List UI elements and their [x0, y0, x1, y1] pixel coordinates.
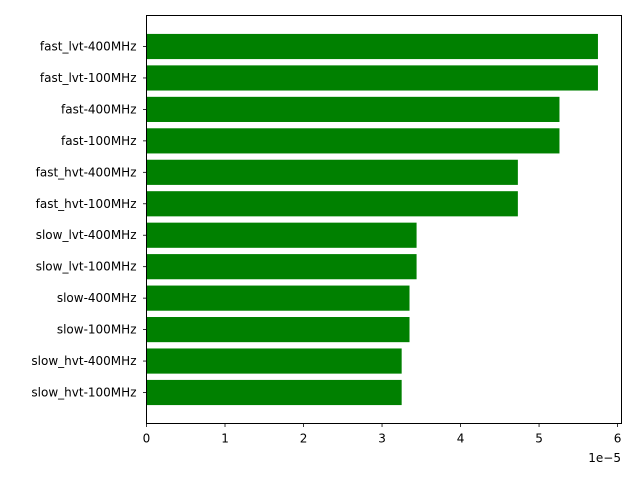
bar-slow_hvt-400MHz	[146, 348, 402, 374]
y-axis-ticks: fast_lvt-400MHz fast_lvt-100MHz fast-400MH…	[31, 40, 147, 400]
y-tick-label: slow_hvt-400MHz	[31, 354, 136, 368]
y-tick-label: fast_lvt-400MHz	[40, 40, 137, 54]
bar-fast_hvt-400MHz	[146, 159, 518, 185]
bar-fast-100MHz	[146, 128, 560, 154]
x-tick-label: 4	[457, 432, 465, 446]
y-tick-label: slow-100MHz	[57, 323, 137, 337]
bar-slow-100MHz	[146, 317, 410, 343]
y-tick-label: slow-400MHz	[57, 291, 137, 305]
x-axis-offset-label: 1e−5	[588, 451, 621, 465]
x-tick-label: 5	[535, 432, 543, 446]
y-tick-label: fast_lvt-100MHz	[40, 71, 137, 85]
bar-fast_hvt-100MHz	[146, 191, 518, 217]
bar-fast_lvt-100MHz	[146, 65, 598, 91]
y-tick-label: slow_lvt-100MHz	[36, 260, 137, 274]
x-tick-label: 2	[300, 432, 308, 446]
plot-frame	[146, 15, 622, 424]
bar-fast_lvt-400MHz	[146, 33, 598, 60]
bar-slow-400MHz	[146, 285, 410, 311]
x-tick-label: 1	[221, 432, 229, 446]
bars-group	[146, 33, 598, 406]
bar-slow_lvt-100MHz	[146, 254, 417, 280]
y-tick-label: fast_hvt-100MHz	[36, 197, 137, 211]
bar-slow_hvt-100MHz	[146, 379, 402, 406]
y-tick-label: fast_hvt-400MHz	[36, 165, 137, 179]
y-tick-label: fast-400MHz	[61, 102, 136, 116]
y-tick-label: slow_lvt-400MHz	[36, 228, 137, 242]
bar-fast-400MHz	[146, 96, 560, 122]
bar-slow_lvt-400MHz	[146, 222, 417, 248]
x-tick-label: 0	[143, 432, 151, 446]
y-tick-label: slow_hvt-100MHz	[31, 386, 136, 400]
x-axis-ticks: 0 1 2 3 4 5 6	[143, 423, 622, 446]
y-tick-label: fast-100MHz	[61, 134, 136, 148]
x-tick-label: 3	[378, 432, 386, 446]
x-tick-label: 6	[614, 432, 622, 446]
